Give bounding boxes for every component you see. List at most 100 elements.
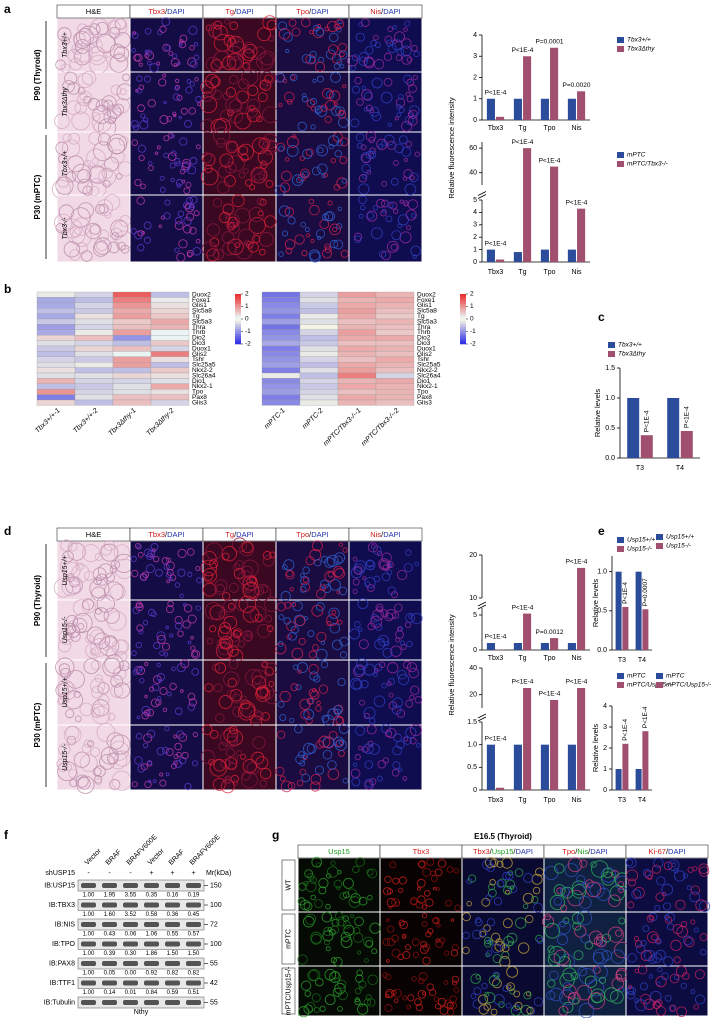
micrograph-texture xyxy=(485,950,493,957)
micrograph-texture xyxy=(240,153,249,162)
micrograph-texture xyxy=(356,98,364,106)
micrograph-texture xyxy=(105,572,116,582)
micrograph-texture xyxy=(485,894,493,902)
colorbar-step xyxy=(460,299,466,302)
micrograph-texture xyxy=(314,61,326,72)
gene-label: Foxe1 xyxy=(417,297,435,304)
x-tick-label: Tbx3 xyxy=(488,125,504,132)
gene-label: Glis1 xyxy=(417,302,432,309)
column-header: Usp15 xyxy=(328,847,350,856)
y-axis-label: Relative levels xyxy=(593,389,602,438)
micrograph-texture xyxy=(371,77,383,89)
quantification: 0.14 xyxy=(104,990,116,996)
header-cell xyxy=(625,844,709,859)
micrograph-texture xyxy=(238,171,246,179)
micrograph-texture xyxy=(355,974,364,983)
colorbar-step xyxy=(460,309,466,312)
colorbar-label: 0 xyxy=(470,316,474,323)
column-header: Tbx3/DAPI xyxy=(148,7,184,16)
micrograph-texture xyxy=(143,548,153,558)
micrograph-texture xyxy=(241,579,256,593)
micrograph-texture xyxy=(252,167,266,181)
micrograph-texture xyxy=(257,27,272,42)
micrograph-texture xyxy=(80,250,93,262)
micrograph-texture xyxy=(389,861,397,869)
micrograph-texture xyxy=(85,634,94,644)
micrograph-texture xyxy=(252,736,266,750)
micrograph-texture xyxy=(332,987,343,997)
micrograph-texture xyxy=(58,762,68,773)
micrograph-texture xyxy=(381,723,391,734)
micrograph-texture xyxy=(690,989,696,995)
micrograph-texture xyxy=(138,84,145,90)
micrograph-texture xyxy=(187,571,193,578)
y-tick-label: 2 xyxy=(473,234,477,241)
micrograph-texture xyxy=(113,220,129,236)
x-tick-label: T3 xyxy=(618,797,626,804)
micrograph-texture xyxy=(401,38,412,49)
sample-label: mPTC/Tbx3-/--1 xyxy=(322,407,363,448)
colorbar-label: 1 xyxy=(245,303,249,310)
heatmap-cell xyxy=(112,302,152,309)
micrograph-texture xyxy=(84,159,92,167)
micrograph-texture xyxy=(224,777,232,785)
micrograph-texture xyxy=(553,897,563,906)
micrograph-texture xyxy=(684,937,695,948)
quantification: 1.50 xyxy=(188,951,200,957)
gene-label: Thrb xyxy=(417,329,431,336)
micrograph-texture xyxy=(425,931,432,938)
lane-label: Vector xyxy=(147,847,166,866)
micrograph-texture xyxy=(454,904,462,912)
micrograph-texture xyxy=(106,133,128,155)
micrograph-texture xyxy=(568,992,576,1000)
micrograph-texture xyxy=(147,760,153,766)
y-tick-label: 10 xyxy=(469,595,477,602)
micrograph-texture xyxy=(248,216,266,235)
colorbar-step xyxy=(460,311,466,315)
micrograph-texture xyxy=(315,27,325,37)
micrograph-texture xyxy=(289,73,298,82)
micrograph-texture xyxy=(264,215,277,228)
p-value: P<1E-4 xyxy=(485,634,507,641)
colorbar-step xyxy=(235,341,241,345)
micrograph-texture xyxy=(259,79,272,91)
micrograph-texture xyxy=(397,887,404,893)
blot-band xyxy=(186,902,201,908)
micrograph-texture xyxy=(131,781,138,788)
micrograph-texture xyxy=(189,157,198,165)
heatmap-cell xyxy=(299,329,339,336)
micrograph-texture xyxy=(143,221,152,230)
gene-label: Slc25a5 xyxy=(417,362,441,369)
micrograph-texture xyxy=(652,1000,661,1010)
heatmap-cell xyxy=(299,389,339,395)
micrograph-texture xyxy=(338,586,348,596)
micrograph-texture xyxy=(514,868,524,877)
column-header: Tbx3/DAPI xyxy=(148,530,184,539)
heatmap-cell xyxy=(299,399,339,406)
micrograph-texture xyxy=(104,156,119,172)
micrograph-texture xyxy=(251,669,267,685)
micrograph-texture xyxy=(353,932,364,943)
micrograph-texture xyxy=(461,912,471,922)
micrograph-texture xyxy=(326,866,339,878)
micrograph-texture xyxy=(255,686,271,702)
micrograph-texture xyxy=(321,714,330,723)
quantification: 1.00 xyxy=(83,990,95,996)
micrograph-texture xyxy=(654,999,663,1007)
micrograph-texture xyxy=(156,634,166,644)
blot-row-label: IB:NIS xyxy=(55,921,76,928)
micrograph-texture xyxy=(412,254,418,259)
micrograph-texture xyxy=(134,178,142,187)
micrograph-texture xyxy=(224,161,237,174)
micrograph-texture xyxy=(549,970,559,981)
micrograph-texture xyxy=(300,221,307,228)
y-tick-label: 0.5 xyxy=(605,425,615,432)
heatmap-cell xyxy=(261,335,301,341)
micrograph-texture xyxy=(643,998,655,1010)
micrograph-texture xyxy=(245,668,262,686)
blot-band xyxy=(123,922,138,927)
micrograph-texture xyxy=(57,27,72,42)
p-value: P=0.0007 xyxy=(642,578,649,606)
micrograph-texture xyxy=(557,920,571,935)
gene-label: Dio1 xyxy=(417,378,431,385)
